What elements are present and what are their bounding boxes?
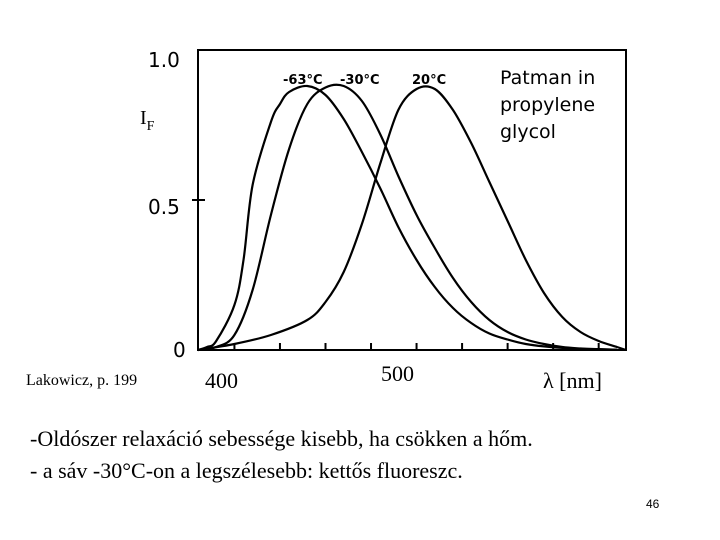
y-tick-label-0.5: 0.5 (148, 195, 180, 219)
x-axis-label: λ [nm] (543, 368, 602, 393)
y-tick-label-1.0: 1.0 (148, 48, 180, 72)
legend-line-3: glycol (500, 121, 556, 143)
series-label-minus63: -63°C (283, 73, 323, 88)
page-number: 46 (646, 497, 660, 511)
spectra-curves (197, 83, 627, 352)
series-label-minus30: -30°C (340, 73, 380, 88)
x-tick-label-400: 400 (205, 368, 238, 393)
caption-line-2: - a sáv -30°C-on a legszélesebb: kettős … (30, 458, 463, 483)
y-tick-label-0: 0 (173, 338, 186, 362)
series-line-3 (197, 85, 627, 352)
caption-line-1: -Oldószer relaxáció sebessége kisebb, ha… (30, 426, 533, 451)
source-credit: Lakowicz, p. 199 (26, 372, 138, 389)
x-tick-label-500: 500 (381, 361, 414, 386)
axis-ticks (192, 199, 600, 350)
legend-line-1: Patman in (500, 67, 595, 89)
series-line-2 (197, 83, 617, 352)
series-label-20: 20°C (412, 73, 446, 88)
series-line-1 (197, 84, 617, 352)
legend-line-2: propylene (500, 94, 595, 116)
y-axis-label: IF (140, 107, 155, 134)
